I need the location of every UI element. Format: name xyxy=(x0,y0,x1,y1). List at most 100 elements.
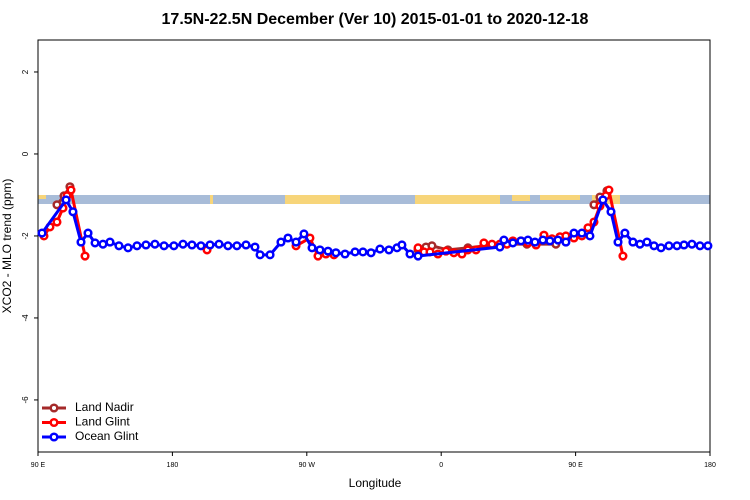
legend-label: Land Nadir xyxy=(75,400,134,414)
series-point xyxy=(479,238,489,248)
x-tick-label: 0 xyxy=(439,462,443,469)
y-tick-label: -6 xyxy=(21,396,30,404)
series-point xyxy=(358,247,368,257)
series-point xyxy=(538,235,548,245)
y-tick-label: -4 xyxy=(21,314,30,322)
series-point xyxy=(545,236,555,246)
series-point xyxy=(413,243,423,253)
series-point xyxy=(413,251,423,261)
series-point xyxy=(530,237,540,247)
series-point xyxy=(577,228,587,238)
series-point xyxy=(83,228,93,238)
series-point xyxy=(283,233,293,243)
x-tick-label: 180 xyxy=(704,462,716,469)
series-point xyxy=(90,238,100,248)
series-point xyxy=(323,246,333,256)
series-point xyxy=(687,239,697,249)
series-point xyxy=(499,235,509,245)
series-point xyxy=(618,251,628,261)
series-point xyxy=(250,242,260,252)
series-line xyxy=(40,198,708,258)
series-point xyxy=(642,237,652,247)
series-point xyxy=(405,249,415,259)
series-point xyxy=(672,241,682,251)
x-tick-label: 90 W xyxy=(299,462,316,469)
series-point xyxy=(495,242,505,252)
series-point xyxy=(132,241,142,251)
series-point xyxy=(679,240,689,250)
series-point xyxy=(159,241,169,251)
x-tick-label: 180 xyxy=(167,462,179,469)
series-point xyxy=(315,245,325,255)
series-point xyxy=(178,239,188,249)
series-point xyxy=(350,247,360,257)
series-point xyxy=(123,243,133,253)
chart-title: 17.5N-22.5N December (Ver 10) 2015-01-01… xyxy=(162,11,589,28)
series-point xyxy=(61,195,71,205)
series-point xyxy=(649,241,659,251)
series-point xyxy=(98,239,108,249)
series-point xyxy=(52,217,62,227)
series-point xyxy=(516,236,526,246)
series-point xyxy=(66,185,76,195)
series-point xyxy=(150,239,160,249)
series-point xyxy=(255,250,265,260)
series-point xyxy=(604,185,614,195)
y-tick-label: 0 xyxy=(21,151,30,156)
series-point xyxy=(214,239,224,249)
series-point xyxy=(375,244,385,254)
series-point xyxy=(561,237,571,247)
series-point xyxy=(569,228,579,238)
y-axis-label: XCO2 - MLO trend (ppm) xyxy=(0,179,14,314)
series-point xyxy=(695,241,705,251)
series-point xyxy=(307,243,317,253)
series-point xyxy=(196,241,206,251)
series-point xyxy=(169,241,179,251)
series-point xyxy=(141,240,151,250)
series-point xyxy=(223,241,233,251)
series-point xyxy=(291,237,301,247)
series-point xyxy=(635,239,645,249)
legend-marker xyxy=(49,432,59,442)
y-tick-label: 2 xyxy=(21,69,30,74)
series-point xyxy=(299,229,309,239)
series-point xyxy=(606,207,616,217)
series-point xyxy=(232,241,242,251)
x-tick-label: 90 E xyxy=(31,462,46,469)
x-axis-label: Longitude xyxy=(349,476,402,490)
series-point xyxy=(508,238,518,248)
series-point xyxy=(276,237,286,247)
series-point xyxy=(628,237,638,247)
x-tick-label: 90 E xyxy=(568,462,583,469)
series-point xyxy=(397,240,407,250)
series-point xyxy=(241,240,251,250)
series-point xyxy=(265,250,275,260)
series-point xyxy=(340,249,350,259)
series-point xyxy=(105,237,115,247)
y-tick-label: -2 xyxy=(21,232,30,240)
series-point xyxy=(664,241,674,251)
series-point xyxy=(76,237,86,247)
series-point xyxy=(703,241,713,251)
legend-marker xyxy=(49,403,59,413)
series-point xyxy=(80,251,90,261)
series-point xyxy=(656,243,666,253)
series-point xyxy=(331,248,341,258)
series-point xyxy=(613,237,623,247)
series-point xyxy=(37,228,47,238)
series-point xyxy=(384,245,394,255)
series-point xyxy=(598,195,608,205)
series-point xyxy=(114,241,124,251)
series-point xyxy=(585,231,595,241)
series-point xyxy=(366,248,376,258)
series-point xyxy=(553,235,563,245)
legend-label: Ocean Glint xyxy=(75,429,139,443)
legend-marker xyxy=(49,417,59,428)
legend-label: Land Glint xyxy=(75,415,130,429)
series-point xyxy=(620,228,630,238)
series-point xyxy=(68,207,78,217)
series-point xyxy=(583,223,593,233)
series-point xyxy=(205,240,215,250)
series-point xyxy=(523,235,533,245)
